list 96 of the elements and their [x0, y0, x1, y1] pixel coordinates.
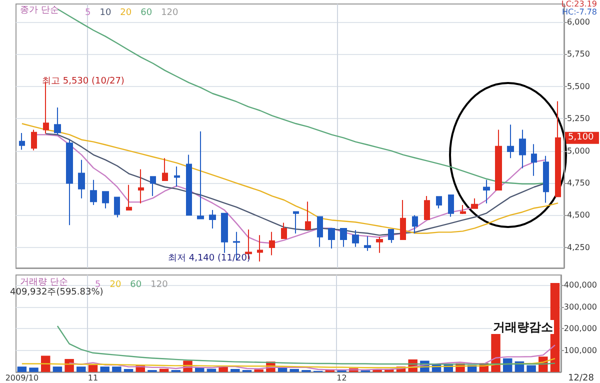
text: 5 — [85, 8, 91, 18]
candlestick — [436, 196, 442, 209]
bar — [112, 366, 122, 372]
y-tick-label: 4,250 — [567, 242, 590, 252]
legend-title: 거래량 단순 — [20, 278, 68, 288]
y-tick-label: 6,000 — [567, 18, 590, 27]
text: 20 — [120, 8, 132, 18]
bar — [124, 368, 134, 372]
candlestick — [460, 204, 466, 215]
bar — [491, 334, 500, 372]
text: 12/28 — [568, 374, 594, 383]
candlestick — [78, 159, 85, 199]
bar — [88, 365, 98, 372]
annotation: LC:23.19 — [561, 0, 597, 8]
candlestick — [150, 176, 156, 197]
legend-label: 120 — [150, 280, 168, 290]
candlestick — [19, 132, 25, 150]
candlestick — [483, 179, 490, 204]
bar — [100, 366, 110, 372]
text: 20 — [110, 280, 122, 290]
candlestick — [531, 144, 537, 176]
bar — [206, 368, 216, 372]
annotation: 최저 4,140 (11/20) — [168, 254, 250, 264]
candlestick — [66, 139, 73, 226]
annotation: 거래량감소 — [493, 320, 553, 334]
candlestick — [495, 129, 502, 190]
candlestick — [388, 228, 394, 244]
candlestick — [340, 228, 347, 248]
line-series — [21, 123, 559, 234]
candlestick — [317, 216, 323, 248]
x-tick-label: 11 — [88, 374, 98, 382]
bar — [17, 366, 27, 372]
bar — [254, 369, 264, 372]
candlestick — [114, 196, 120, 218]
candlestick — [543, 155, 549, 204]
candlestick — [400, 200, 406, 240]
candlestick — [197, 130, 204, 220]
y-tick-label: 100,000 — [564, 346, 598, 355]
candlestick — [507, 124, 514, 159]
candlestick — [555, 100, 561, 198]
candlestick — [352, 230, 359, 248]
bar — [52, 366, 62, 372]
candlestick — [269, 231, 275, 256]
candlestick — [305, 201, 311, 231]
candlestick — [281, 222, 287, 240]
candlestick — [293, 211, 299, 234]
candlestick — [90, 179, 97, 206]
y-tick-label: 5,250 — [567, 114, 590, 124]
candlestick — [424, 196, 430, 220]
candlestick — [31, 129, 37, 151]
text: 60 — [130, 280, 142, 290]
candlestick — [257, 234, 263, 262]
candlestick — [209, 210, 216, 229]
text: 60 — [140, 8, 152, 18]
x-tick-label: 12 — [336, 374, 347, 382]
candlestick — [364, 236, 371, 252]
y-tick-label: 5,000 — [567, 146, 590, 156]
x-tick-label: 2009/10 — [5, 374, 39, 382]
candlestick — [221, 212, 228, 254]
legend-title: 종가 단순 — [20, 6, 59, 16]
annotation: HC:-7.78 — [562, 8, 598, 16]
candlestick — [376, 236, 383, 254]
candlestick — [519, 129, 526, 169]
candlestick — [138, 168, 144, 204]
bar — [40, 356, 50, 372]
y-tick-label: 5,500 — [567, 82, 590, 91]
y-tick-label: 400,000 — [564, 280, 598, 290]
candlestick — [412, 214, 418, 234]
bar — [29, 368, 38, 372]
annotation: 최고 5,530 (10/27) — [42, 76, 124, 86]
candlestick — [186, 154, 192, 216]
line-series — [68, 344, 556, 370]
candlestick — [328, 228, 335, 250]
y-tick-label: 200,000 — [564, 324, 598, 334]
bar — [230, 368, 240, 372]
text: 10 — [100, 8, 112, 18]
candlestick — [54, 107, 61, 136]
candlestick — [448, 194, 454, 218]
y-tick-label: 4,500 — [567, 210, 590, 220]
line-series — [21, 358, 556, 368]
annotation: 409,932주(595.83%) — [10, 288, 104, 298]
candlestick — [174, 166, 180, 188]
y-tick-label: 4,750 — [567, 178, 590, 188]
legend-label: 120 — [161, 8, 179, 18]
bar — [76, 366, 86, 372]
y-tick-label: 5,750 — [567, 50, 590, 59]
candlestick — [471, 198, 478, 209]
text: 5 — [95, 280, 101, 290]
bar — [526, 365, 536, 372]
bar — [290, 368, 299, 372]
annotation: 5,100 — [568, 132, 594, 142]
candlestick — [162, 158, 168, 182]
bar — [159, 368, 169, 372]
y-tick-label: 300,000 — [564, 302, 598, 312]
candlestick — [102, 191, 109, 209]
candlestick — [126, 184, 132, 211]
